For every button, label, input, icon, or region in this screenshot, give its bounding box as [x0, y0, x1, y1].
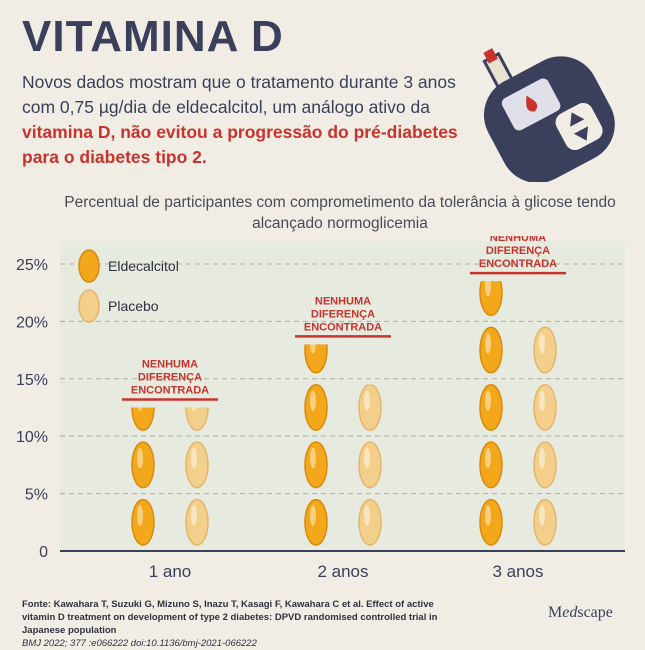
capsule — [304, 384, 328, 431]
capsule — [304, 344, 328, 374]
capsule-highlight — [485, 281, 491, 297]
capsule-highlight — [539, 447, 545, 469]
bar-eldecalcitol-1 — [131, 407, 155, 546]
capsule — [185, 407, 209, 431]
capsule-highlight — [191, 447, 197, 469]
capsule-highlight — [485, 505, 491, 526]
capsule-highlight — [364, 447, 370, 469]
y-tick-label: 10% — [16, 429, 48, 446]
annotation-label: ENCONTRADA — [479, 258, 557, 270]
x-tick-label: 1 ano — [149, 562, 192, 581]
plot-area — [60, 241, 625, 551]
y-tick-label: 0 — [39, 544, 48, 561]
annotation-label: DIFERENÇA — [311, 308, 375, 320]
annotation-label: ENCONTRADA — [304, 321, 382, 333]
capsule-highlight — [485, 333, 491, 354]
glucose-meter-icon — [482, 48, 615, 182]
capsule-highlight — [137, 505, 143, 526]
capsule — [358, 441, 382, 489]
source-citation: BMJ 2022; 377 :e066222 doi:10.1136/bmj-2… — [22, 638, 257, 649]
y-tick-label: 5% — [25, 487, 48, 504]
capsule — [185, 441, 209, 489]
legend-label: Eldecalcitol — [108, 258, 179, 274]
capsule-highlight — [310, 344, 316, 354]
intro-text-plain: Novos dados mostram que o tratamento dur… — [22, 72, 456, 117]
y-tick-label: 20% — [16, 314, 48, 331]
intro-text: Novos dados mostram que o tratamento dur… — [22, 70, 472, 170]
legend-swatch — [78, 249, 100, 283]
annotation-label: NENHUMA — [315, 295, 371, 307]
capsule — [533, 326, 557, 374]
page-title: VITAMINA D — [22, 12, 284, 61]
capsule-highlight — [485, 390, 491, 411]
capsule-highlight — [539, 390, 545, 411]
capsule-highlight — [191, 407, 197, 411]
capsule-highlight — [310, 447, 316, 469]
bar-eldecalcitol-2 — [304, 344, 328, 546]
capsule — [479, 281, 503, 317]
bar-chart: 05%10%15%20%25%1 anoNENHUMADIFERENÇAENCO… — [16, 236, 625, 581]
capsule-highlight — [539, 333, 545, 354]
capsule — [479, 498, 503, 546]
x-tick-label: 2 anos — [317, 562, 368, 581]
capsule — [479, 384, 503, 431]
capsule — [533, 384, 557, 431]
bar-placebo-1 — [185, 407, 209, 546]
intro-text-highlight: vitamina D, não evitou a progressão do p… — [22, 122, 458, 167]
capsule — [131, 407, 155, 431]
capsule — [131, 441, 155, 489]
capsule — [479, 441, 503, 489]
capsule — [185, 498, 209, 546]
bar-placebo-3 — [533, 326, 557, 546]
annotation-label: NENHUMA — [142, 358, 198, 370]
capsule — [358, 498, 382, 546]
source-text: Fonte: Kawahara T, Suzuki G, Mizuno S, I… — [22, 599, 438, 636]
annotation-label: NENHUMA — [490, 236, 546, 244]
capsule-highlight — [137, 407, 143, 411]
capsule-highlight — [364, 390, 370, 411]
capsule — [304, 498, 328, 546]
bar-eldecalcitol-3 — [479, 281, 503, 546]
capsule — [533, 498, 557, 546]
source-footer: Fonte: Kawahara T, Suzuki G, Mizuno S, I… — [22, 598, 462, 650]
capsule-highlight — [310, 505, 316, 526]
legend-swatch — [78, 289, 100, 323]
capsule-highlight — [364, 505, 370, 526]
capsule-highlight — [539, 505, 545, 526]
capsule-highlight — [191, 505, 197, 526]
capsule-highlight — [310, 390, 316, 411]
capsule — [479, 326, 503, 374]
legend-label: Placebo — [108, 298, 159, 314]
capsule — [304, 441, 328, 489]
capsule — [358, 384, 382, 431]
capsule-highlight — [137, 447, 143, 469]
y-tick-label: 15% — [16, 372, 48, 389]
capsule — [533, 441, 557, 489]
annotation-label: DIFERENÇA — [486, 245, 550, 257]
capsule — [131, 498, 155, 546]
x-tick-label: 3 anos — [492, 562, 543, 581]
bar-placebo-2 — [358, 384, 382, 546]
y-tick-label: 25% — [16, 257, 48, 274]
annotation-label: DIFERENÇA — [138, 371, 202, 383]
chart-title: Percentual de participantes com comprome… — [64, 194, 616, 232]
medscape-logo: Medscape — [548, 604, 613, 621]
annotation-label: ENCONTRADA — [131, 384, 209, 396]
capsule-highlight — [485, 447, 491, 469]
